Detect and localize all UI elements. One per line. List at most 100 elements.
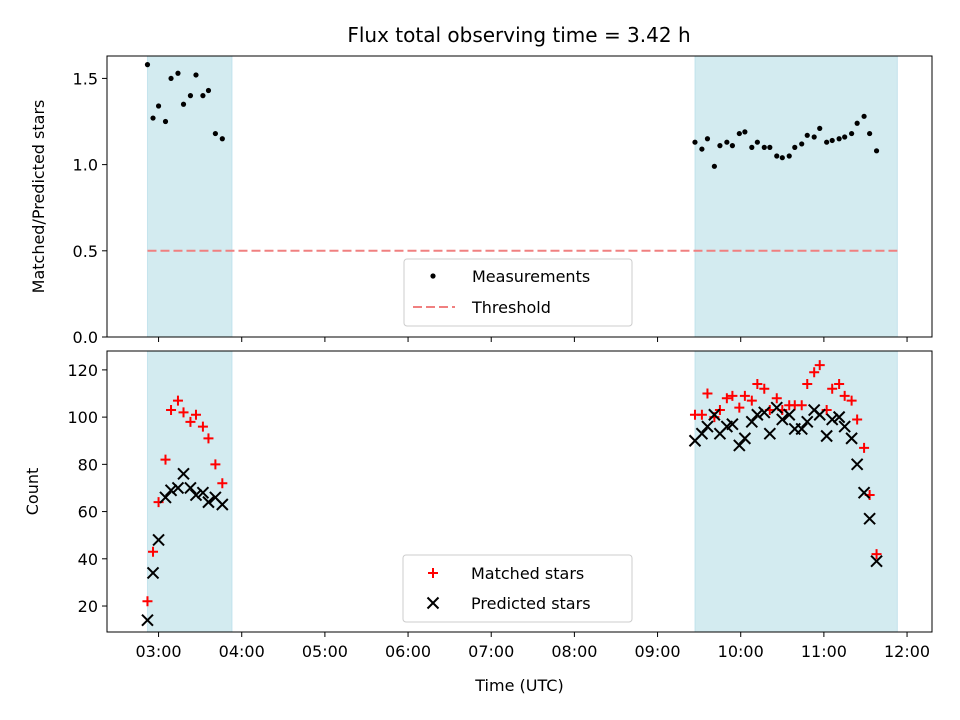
ratio-y-axis-label: Matched/Predicted stars — [29, 100, 48, 294]
matched-star-point — [852, 414, 863, 425]
matched-star-point — [190, 409, 201, 420]
measurement-point — [829, 137, 835, 144]
matched-star-point — [752, 379, 763, 390]
legend-box — [403, 258, 633, 327]
predicted-star-point — [202, 495, 215, 509]
x-tick-label: 12:00 — [884, 642, 930, 661]
measurement-point — [729, 143, 736, 149]
predicted-star-point — [838, 420, 851, 433]
measurement-point — [754, 139, 760, 145]
count-panel: 20 40 60 80 100 120 03:00 04:00 05:00 06:00 07:00… — [23, 350, 933, 695]
measurement-point — [699, 146, 705, 152]
measurement-point — [162, 118, 169, 125]
matched-star-point — [734, 402, 745, 413]
predicted-star-point — [783, 408, 796, 421]
predicted-star-point — [141, 613, 154, 627]
shaded-interval — [146, 350, 233, 633]
predicted-star-point — [870, 554, 883, 568]
legend-matched-marker — [428, 568, 438, 578]
predicted-star-point — [751, 408, 764, 421]
measurement-point — [824, 139, 830, 145]
measurement-point — [804, 132, 810, 138]
predicted-star-point — [825, 413, 839, 426]
measurement-point — [817, 125, 823, 132]
predicted-star-point — [770, 401, 783, 414]
predicted-star-point — [189, 488, 203, 502]
measurement-point — [774, 153, 780, 159]
legend-threshold-label: Threshold — [471, 298, 551, 317]
measurement-point — [854, 120, 860, 126]
measurement-point — [799, 141, 805, 147]
matched-star-point — [210, 459, 221, 470]
x-tick-label: 09:00 — [634, 642, 680, 661]
measurement-point — [873, 148, 880, 154]
predicted-star-point — [763, 427, 777, 440]
count-y-axis-label: Count — [23, 468, 42, 516]
measurement-point — [150, 115, 156, 121]
matched-star-point — [197, 421, 208, 432]
matched-star-point — [814, 360, 825, 371]
measurement-point — [212, 130, 218, 137]
predicted-star-point — [776, 413, 789, 426]
measurement-point — [200, 93, 206, 99]
predicted-star-point — [708, 408, 721, 421]
measurement-point — [867, 130, 873, 137]
y-tick-label: 0.0 — [73, 328, 98, 347]
measurement-point — [761, 144, 767, 150]
predicted-star-point — [850, 458, 864, 471]
y-tick-label: 0.5 — [73, 242, 98, 261]
y-tick-label: 40 — [78, 550, 98, 569]
predicted-star-point — [164, 484, 178, 497]
x-tick-label: 10:00 — [718, 642, 764, 661]
y-tick-label: 80 — [78, 455, 98, 474]
shaded-interval — [694, 350, 898, 633]
matched-star-point — [859, 442, 870, 453]
x-tick-label: 04:00 — [219, 642, 265, 661]
predicted-star-point — [171, 481, 185, 495]
count-legend: Matched stars Predicted stars — [402, 554, 633, 623]
x-tick-label: 05:00 — [302, 642, 348, 661]
matched-star-point — [702, 388, 713, 399]
ratio-y-ticks: 0.0 0.5 1.0 1.5 — [73, 69, 107, 347]
matched-star-point — [217, 478, 228, 489]
measurement-point — [842, 134, 848, 140]
measurement-point — [792, 144, 798, 150]
matched-star-point — [727, 390, 738, 401]
predicted-star-point — [801, 415, 814, 429]
count-x-ticks: 03:00 04:00 05:00 06:00 07:00 08:00 09:00 10:00… — [136, 632, 930, 661]
matched-star-point — [796, 400, 807, 411]
count-points — [141, 360, 883, 627]
predicted-star-point — [146, 566, 160, 580]
figure-title: Flux total observing time = 3.42 h — [347, 23, 690, 47]
predicted-star-point — [845, 432, 858, 445]
matched-star-point — [809, 367, 820, 378]
matched-star-point — [771, 393, 782, 404]
y-tick-label: 60 — [78, 503, 98, 522]
predicted-star-point — [196, 486, 210, 499]
predicted-star-point — [159, 491, 172, 504]
x-tick-label: 06:00 — [385, 642, 431, 661]
matched-star-point — [160, 454, 171, 465]
legend-predicted-marker — [426, 596, 440, 610]
measurement-point — [205, 87, 212, 94]
predicted-star-point — [695, 427, 709, 440]
time-x-axis-label: Time (UTC) — [474, 676, 563, 695]
measurement-point — [175, 70, 181, 76]
x-tick-label: 08:00 — [551, 642, 597, 661]
measurement-point — [849, 130, 855, 137]
ratio-shaded-intervals — [146, 55, 898, 338]
measurement-points — [144, 62, 880, 169]
shaded-interval — [146, 55, 233, 338]
measurement-point — [180, 101, 187, 107]
y-tick-label: 20 — [78, 597, 98, 616]
matched-star-point — [739, 390, 750, 401]
measurement-point — [219, 136, 225, 142]
predicted-star-point — [832, 410, 846, 424]
x-tick-label: 03:00 — [136, 642, 182, 661]
matched-star-point — [846, 395, 857, 406]
predicted-star-point — [758, 406, 771, 419]
matched-star-point — [178, 407, 189, 418]
legend-predicted-label: Predicted stars — [471, 594, 591, 613]
measurement-point — [155, 103, 162, 109]
matched-star-point — [827, 383, 838, 394]
